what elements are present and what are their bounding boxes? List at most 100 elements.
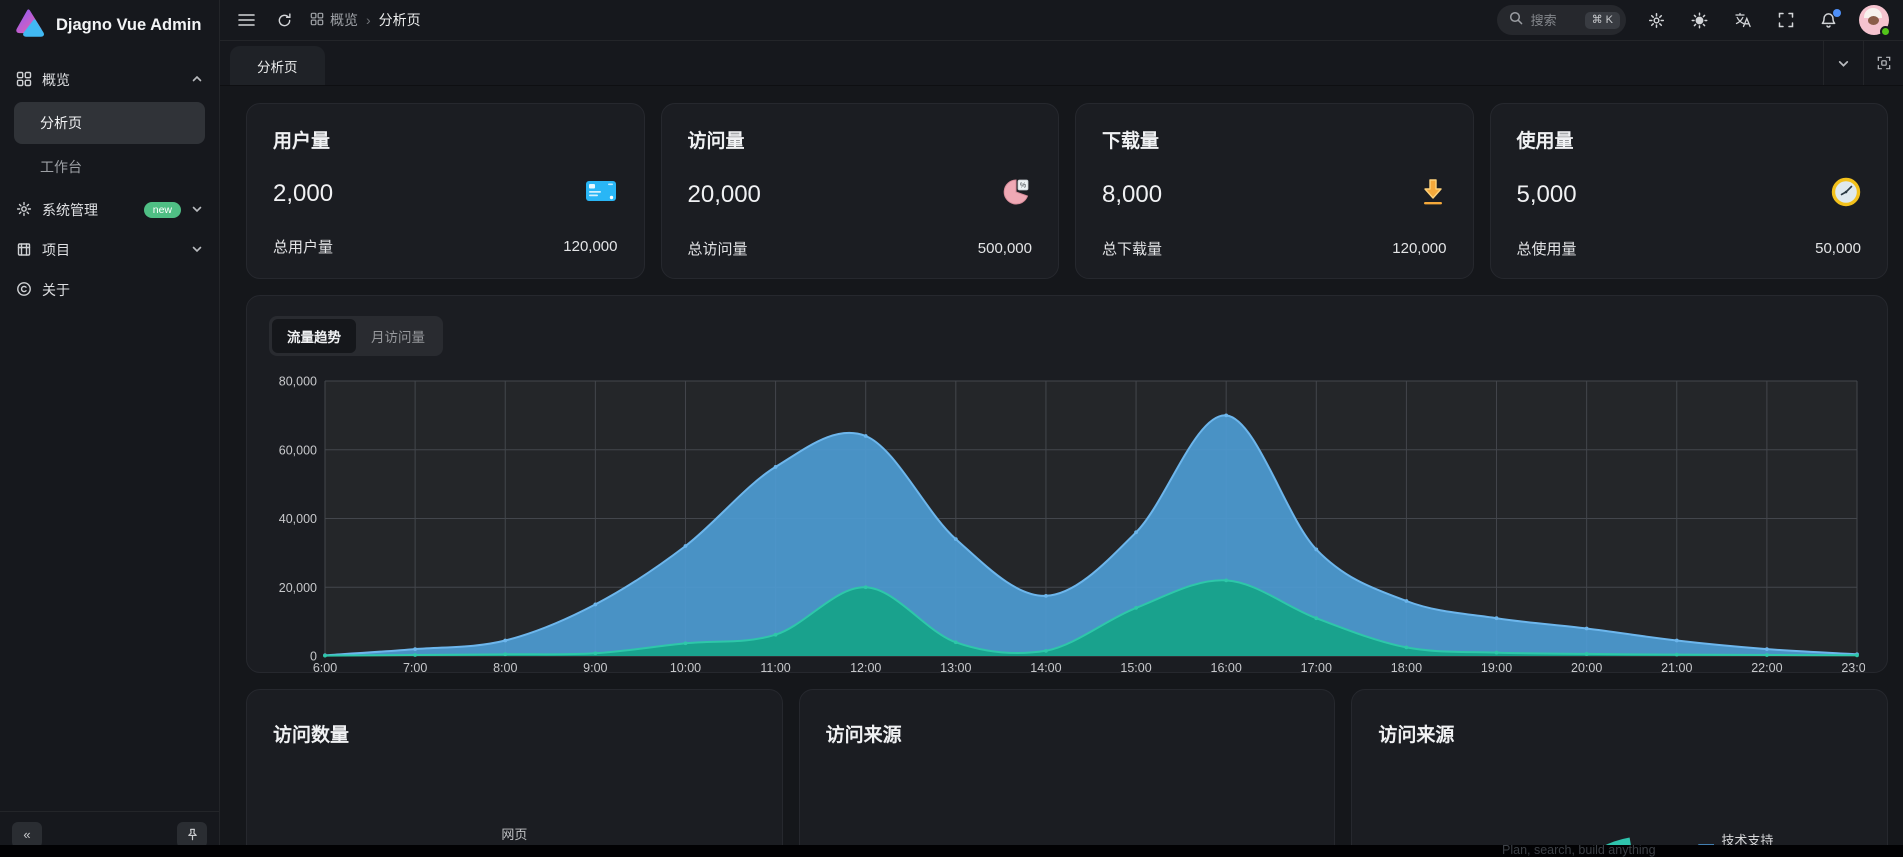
search-input[interactable] xyxy=(1530,12,1577,28)
svg-text:13:00: 13:00 xyxy=(940,661,971,675)
refresh-icon[interactable] xyxy=(273,9,296,32)
avatar-face xyxy=(1868,16,1879,25)
download-icon xyxy=(1419,177,1447,212)
sidebar-collapse-button[interactable]: « xyxy=(12,821,42,848)
tab-bar: 分析页 xyxy=(220,41,1903,86)
svg-text:60,000: 60,000 xyxy=(279,443,317,457)
theme-sun-icon[interactable] xyxy=(1687,8,1712,33)
svg-text:18:00: 18:00 xyxy=(1391,661,1422,675)
tabs-chevron-down-icon[interactable] xyxy=(1823,41,1863,85)
status-badge xyxy=(1880,26,1891,37)
stat-title: 使用量 xyxy=(1516,131,1574,152)
page-content: 用户量 2,000 xyxy=(220,86,1903,857)
sidebar-item-label: 系统管理 xyxy=(42,202,98,218)
stat-card-visits: 访问量 20,000 % 总访问量 500,000 xyxy=(660,103,1059,279)
gear-icon xyxy=(16,201,32,220)
breadcrumb: 概览 › 分析页 xyxy=(310,10,421,30)
stat-title: 用户量 xyxy=(273,131,331,152)
svg-text:80,000: 80,000 xyxy=(279,375,317,389)
search-box[interactable]: ⌘ K xyxy=(1496,5,1626,35)
overlay-text: Plan, search, build anything xyxy=(1502,845,1656,857)
sidebar-item-workbench[interactable]: 工作台 xyxy=(14,146,205,188)
stat-footer-label: 总下载量 xyxy=(1102,241,1163,258)
search-icon xyxy=(1509,11,1523,30)
stat-footer-label: 总访问量 xyxy=(687,241,748,258)
stat-value: 8,000 xyxy=(1102,180,1163,208)
svg-text:22:00: 22:00 xyxy=(1751,661,1782,675)
stat-card-usage: 使用量 5,000 总使用量 50,000 xyxy=(1489,103,1888,279)
sidebar-item-overview[interactable]: 概览 xyxy=(0,60,219,100)
sidebar-item-label: 项目 xyxy=(42,242,70,258)
grid-icon xyxy=(310,12,324,29)
visit-source-card: 访问来源 xyxy=(798,689,1336,857)
stat-footer-value: 50,000 xyxy=(1815,240,1861,257)
main-area: 概览 › 分析页 ⌘ K xyxy=(220,0,1903,857)
sidebar-nav: 概览 分析页 工作台 xyxy=(0,50,219,811)
sidebar-item-projects[interactable]: 项目 xyxy=(0,230,219,270)
radar-axis-label: 网页 xyxy=(501,827,528,842)
notification-dot xyxy=(1833,8,1841,17)
tab-monthly-visits[interactable]: 月访问量 xyxy=(371,330,425,345)
top-header: 概览 › 分析页 ⌘ K xyxy=(220,0,1903,41)
chart-wrap: 0 20,000 40,000 60,000 80,000 6:00 7:00 8:00 9:0… xyxy=(269,369,1873,682)
svg-text:19:00: 19:00 xyxy=(1481,661,1512,675)
svg-text:8:00: 8:00 xyxy=(493,661,517,675)
breadcrumb-item-overview[interactable]: 概览 xyxy=(310,10,358,30)
sidebar-item-system[interactable]: 系统管理 new xyxy=(0,190,219,230)
avatar[interactable] xyxy=(1859,5,1891,37)
stat-value: 20,000 xyxy=(687,180,761,208)
chevron-down-icon xyxy=(191,202,203,218)
card-title: 访问数量 xyxy=(273,725,350,746)
language-translate-icon[interactable] xyxy=(1730,7,1756,33)
svg-text:20:00: 20:00 xyxy=(1571,661,1602,675)
settings-gear-icon[interactable] xyxy=(1644,8,1669,33)
stat-card-users: 用户量 2,000 xyxy=(246,103,645,279)
pie-slice-label: 技术支持 xyxy=(1721,833,1774,848)
sidebar-item-analytics[interactable]: 分析页 xyxy=(14,102,205,144)
credit-card-icon xyxy=(584,177,618,210)
svg-text:15:00: 15:00 xyxy=(1120,661,1151,675)
pin-icon[interactable] xyxy=(177,821,207,848)
stat-footer-value: 120,000 xyxy=(1392,240,1447,257)
avatar-hat xyxy=(1864,8,1882,18)
notifications-bell-icon[interactable] xyxy=(1816,8,1841,33)
submenu-item-label: 分析页 xyxy=(40,115,82,131)
svg-text:6:00: 6:00 xyxy=(313,661,337,675)
svg-text:7:00: 7:00 xyxy=(403,661,427,675)
traffic-trend-card: 流量趋势 月访问量 0 20,000 40,000 60,000 80,000 6:00 7… xyxy=(246,295,1888,675)
copyright-icon xyxy=(16,281,32,300)
stat-card-downloads: 下载量 8,000 总下载量 120,000 xyxy=(1075,103,1474,279)
card-title: 访问来源 xyxy=(1378,725,1455,746)
svg-text:40,000: 40,000 xyxy=(279,512,317,526)
stats-row: 用户量 2,000 xyxy=(246,103,1888,279)
tabs-maximize-icon[interactable] xyxy=(1863,41,1903,85)
clock-icon xyxy=(1831,177,1861,212)
svg-text:10:00: 10:00 xyxy=(670,661,701,675)
svg-text:0: 0 xyxy=(310,650,317,664)
logo-row[interactable]: Djagno Vue Admin xyxy=(0,0,219,50)
stat-footer-label: 总使用量 xyxy=(1516,241,1577,258)
fullscreen-icon[interactable] xyxy=(1774,8,1798,32)
building-icon xyxy=(16,241,32,260)
svg-text:%: % xyxy=(1020,183,1026,190)
submenu-item-label: 工作台 xyxy=(40,159,82,175)
tab-traffic-trend[interactable]: 流量趋势 xyxy=(272,319,356,353)
sidebar-item-about[interactable]: 关于 xyxy=(0,270,219,310)
breadcrumb-label: 概览 xyxy=(330,12,358,28)
card-title: 访问来源 xyxy=(825,725,902,746)
stat-footer-value: 120,000 xyxy=(563,238,618,255)
svg-text:21:00: 21:00 xyxy=(1661,661,1692,675)
stat-title: 访问量 xyxy=(687,131,745,152)
hamburger-menu-icon[interactable] xyxy=(234,9,259,31)
svg-text:17:00: 17:00 xyxy=(1301,661,1332,675)
traffic-trend-chart: 0 20,000 40,000 60,000 80,000 6:00 7:00 8:00 9:0… xyxy=(279,375,1873,676)
breadcrumb-separator-icon: › xyxy=(366,12,371,28)
chevron-down-icon xyxy=(191,242,203,258)
search-shortcut-badge: ⌘ K xyxy=(1584,11,1620,29)
svg-text:11:00: 11:00 xyxy=(760,661,790,675)
tab-analytics[interactable]: 分析页 xyxy=(230,46,325,85)
stat-footer-value: 500,000 xyxy=(977,240,1032,257)
header-actions: ⌘ K xyxy=(1496,5,1891,37)
tabbar-controls xyxy=(1823,41,1903,85)
